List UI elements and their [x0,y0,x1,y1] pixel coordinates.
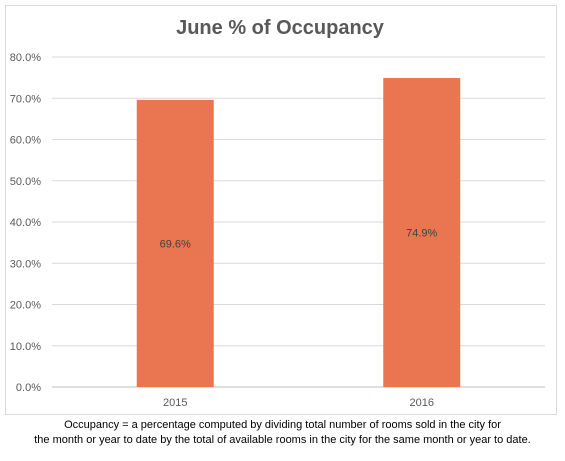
x-axis: 2015 2016 [163,397,434,409]
footnote: Occupancy = a percentage computed by div… [0,418,565,448]
bar [383,78,461,387]
footnote-line-2: the month or year to date by the total o… [34,434,531,446]
y-tick-label: 10.0% [10,341,41,353]
y-tick-label: 0.0% [16,382,41,394]
bar [136,99,214,388]
bars: 69.6% 74.9% [136,78,461,388]
gridlines [52,56,545,388]
data-label: 69.6% [160,238,191,250]
chart-frame [5,5,557,415]
data-label: 74.9% [406,228,437,240]
y-tick-label: 70.0% [10,93,41,105]
footnote-line-1: Occupancy = a percentage computed by div… [64,419,501,431]
x-tick-label: 2015 [163,397,187,409]
x-tick-label: 2016 [410,397,434,409]
y-axis: 0.0% 10.0% 20.0% 30.0% 40.0% 50.0% 60.0% 70.0% 8… [10,52,41,394]
chart-title: June % of Occupancy [176,17,385,39]
y-tick-label: 40.0% [10,217,41,229]
y-tick-label: 50.0% [10,176,41,188]
y-tick-label: 80.0% [10,52,41,64]
y-tick-label: 60.0% [10,135,41,147]
y-tick-label: 30.0% [10,258,41,270]
y-tick-label: 20.0% [10,300,41,312]
